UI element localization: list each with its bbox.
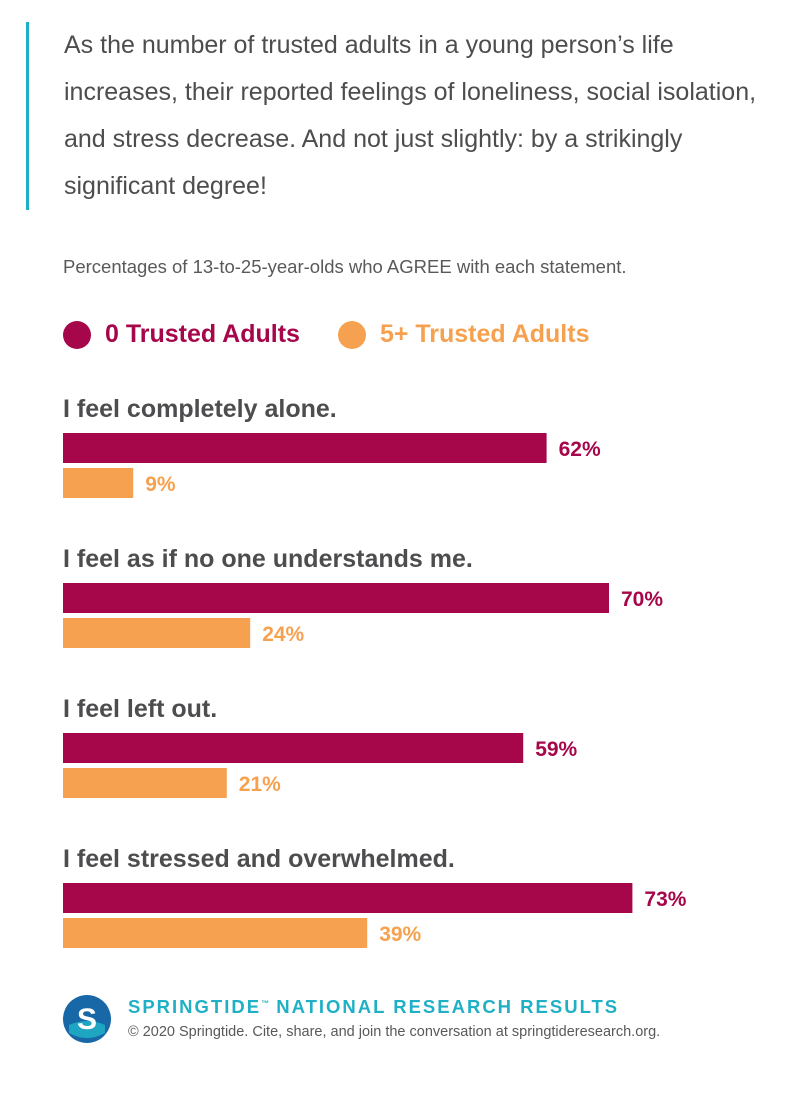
footer-brand: SPRINGTIDE [128,996,262,1017]
trademark: ™ [261,998,270,1008]
value-label: 62% [559,438,601,461]
chart-subtitle: Percentages of 13-to-25-year-olds who AG… [63,256,627,277]
category-label: I feel as if no one understands me. [63,545,473,573]
bar [63,618,251,648]
footer-title: SPRINGTIDE™ NATIONAL RESEARCH RESULTS [128,996,619,1018]
springtide-logo: S [63,995,111,1043]
logo-letter: S [77,1003,97,1036]
bar [63,583,609,613]
legend-label: 5+ Trusted Adults [379,320,590,348]
legend-label: 0 Trusted Adults [105,320,300,348]
value-label: 70% [621,588,663,611]
value-label: 24% [262,623,304,646]
legend-swatch [337,320,366,349]
intro-text: As the number of trusted adults in a you… [64,31,757,200]
category-label: I feel left out. [63,695,217,723]
legend-item-5plus-trusted: 5+ Trusted Adults [337,320,590,349]
bar [63,468,134,498]
value-label: 21% [239,773,281,796]
bar-chart: I feel completely alone. 62% 9% I feel as i… [63,395,687,948]
copyright-note: © 2020 Springtide. Cite, share, and join… [128,1024,661,1040]
bar [63,883,633,913]
category-label: I feel stressed and overwhelmed. [63,845,455,873]
legend-item-0-trusted: 0 Trusted Adults [63,320,300,349]
value-label: 39% [379,923,421,946]
footer-title-rest: NATIONAL RESEARCH RESULTS [269,996,620,1017]
bar [63,768,227,798]
bar [63,733,524,763]
footer: S SPRINGTIDE™ NATIONAL RESEARCH RESULTS … [63,990,783,1050]
intro-block: As the number of trusted adults in a you… [26,22,800,210]
value-label: 9% [145,473,176,496]
legend: 0 Trusted Adults 5+ Trusted Adults [63,320,627,349]
value-label: 59% [535,738,577,761]
category-label: I feel completely alone. [63,395,337,423]
bar [63,918,368,948]
value-label: 73% [644,888,686,911]
bar [63,433,547,463]
legend-swatch [63,320,91,349]
